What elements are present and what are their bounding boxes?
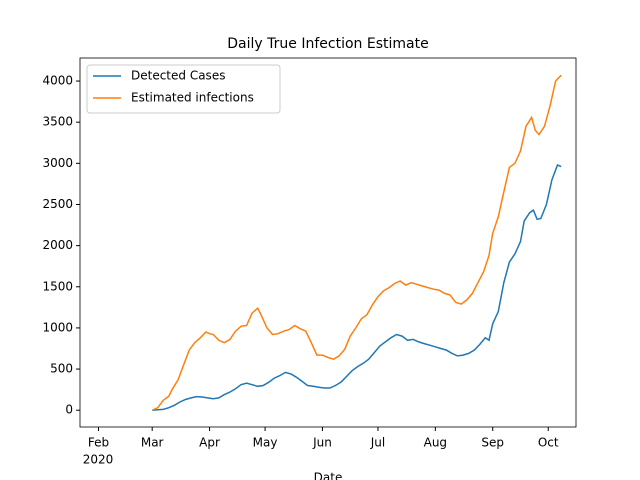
x-tick-label: Sep bbox=[481, 436, 504, 450]
y-tick-label: 2500 bbox=[42, 197, 73, 211]
y-tick-label: 1000 bbox=[42, 320, 73, 334]
data-line bbox=[151, 74, 562, 411]
legend-label: Estimated infections bbox=[131, 91, 254, 105]
y-tick-label: 4000 bbox=[42, 74, 73, 88]
x-tick-label: Jun bbox=[312, 436, 332, 450]
x-tick-label: Jul bbox=[370, 436, 385, 450]
x-tick-label: Apr bbox=[199, 436, 220, 450]
y-tick-label: 1500 bbox=[42, 279, 73, 293]
legend-label: Detected Cases bbox=[131, 69, 225, 83]
y-tick-label: 3500 bbox=[42, 115, 73, 129]
x-tick-label: Aug bbox=[424, 436, 447, 450]
chart-title: Daily True Infection Estimate bbox=[227, 36, 428, 52]
data-line bbox=[152, 163, 562, 411]
legend-box bbox=[86, 64, 281, 114]
x-tick-label: Feb bbox=[88, 436, 109, 450]
legend: Detected Cases Estimated infections bbox=[86, 64, 281, 114]
x-axis-label: Date bbox=[314, 471, 343, 480]
y-tick-label: 3000 bbox=[42, 156, 73, 170]
x-offset-label: 2020 bbox=[83, 453, 114, 467]
y-tick-label: 2000 bbox=[42, 238, 73, 252]
y-tick-label: 500 bbox=[50, 362, 73, 376]
x-tick-label: May bbox=[253, 436, 278, 450]
x-tick-label: Mar bbox=[141, 436, 164, 450]
x-tick-label: Oct bbox=[538, 436, 559, 450]
y-tick-label: 0 bbox=[65, 403, 73, 417]
plot-frame bbox=[79, 57, 577, 428]
